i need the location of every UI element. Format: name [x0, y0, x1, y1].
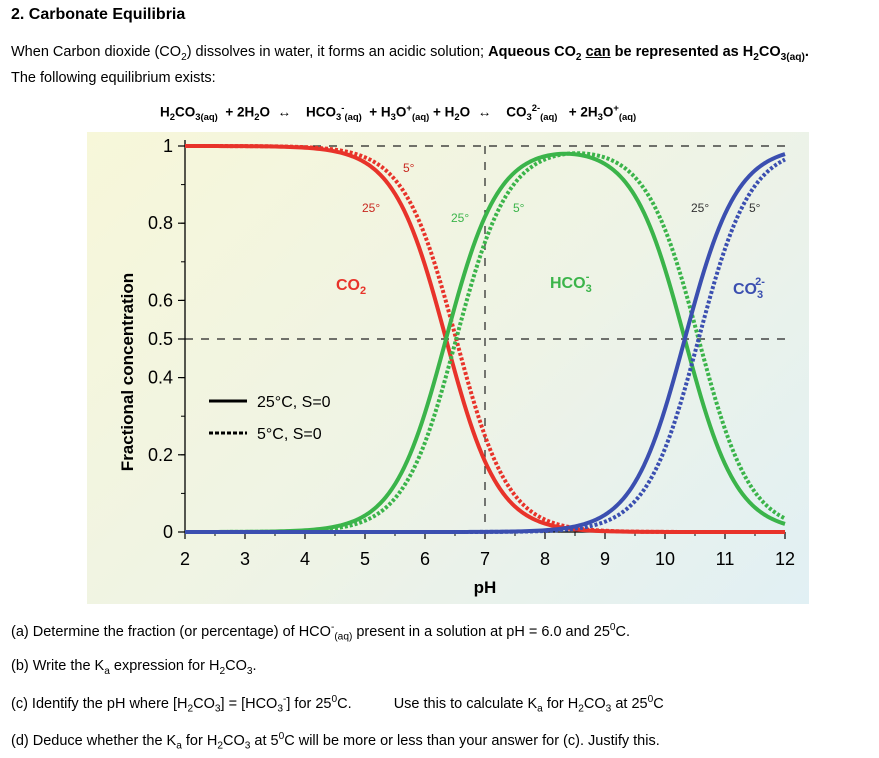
svg-text:HCO3-: HCO3-: [550, 271, 592, 295]
x-tick-label-8: 8: [540, 549, 550, 569]
question-b: (b) Write the Ka expression for H2CO3.: [11, 658, 257, 677]
chart-legend: 25°C, S=0 5°C, S=0: [209, 394, 331, 443]
intro-text: When Carbon dioxide (CO2) dissolves in w…: [11, 42, 871, 88]
x-tick-label-5: 5: [360, 549, 370, 569]
hco3-species-label: HCO3-: [550, 271, 592, 295]
series-CO2-5c: [185, 144, 785, 534]
question-c: (c) Identify the pH where [H2CO3] = [HCO…: [11, 694, 664, 715]
x-tick-label-3: 3: [240, 549, 250, 569]
page-heading: 2. Carbonate Equilibria: [11, 6, 186, 23]
x-tick-label-12: 12: [775, 549, 795, 569]
y-tick-label-0.5: 0.5: [148, 329, 173, 349]
temp-label-co2-5: 5°: [403, 161, 415, 175]
intro-line-2: The following equilibrium exists:: [11, 69, 216, 86]
x-tick-label-7: 7: [480, 549, 490, 569]
temp-label-hco3-25: 25°: [451, 211, 469, 225]
y-tick-label-1: 1: [163, 136, 173, 156]
y-tick-label-0.2: 0.2: [148, 445, 173, 465]
x-axis-label: pH: [474, 578, 497, 597]
y-tick-label-0.8: 0.8: [148, 213, 173, 233]
co2-species-label: CO2: [336, 277, 366, 297]
y-axis-label: Fractional concentration: [118, 273, 137, 471]
equilibrium-arrow-2: ↔: [477, 104, 492, 120]
x-tick-label-11: 11: [716, 549, 735, 569]
svg-text:CO32-: CO32-: [733, 276, 765, 301]
temp-label-co2-25: 25°: [362, 201, 380, 215]
x-tick-label-4: 4: [300, 549, 310, 569]
question-d: (d) Deduce whether the Ka for H2CO3 at 5…: [11, 731, 660, 752]
y-tick-label-0.6: 0.6: [148, 290, 173, 310]
y-tick-label-0.4: 0.4: [148, 368, 173, 388]
temp-label-co3-5: 5°: [749, 201, 761, 215]
temp-label-co3-25: 25°: [691, 201, 709, 215]
legend-solid-label: 25°C, S=0: [257, 394, 331, 411]
svg-text:CO2: CO2: [336, 277, 366, 297]
series-CO32-5c: [185, 157, 786, 534]
x-tick-label-2: 2: [180, 549, 190, 569]
equilibrium-arrow: ↔: [277, 104, 292, 120]
intro-line-1: When Carbon dioxide (CO2) dissolves in w…: [11, 44, 809, 63]
x-tick-label-9: 9: [600, 549, 610, 569]
temp-label-hco3-5: 5°: [513, 201, 525, 215]
question-a: (a) Determine the fraction (or percentag…: [11, 622, 631, 643]
y-tick-label-0: 0: [163, 522, 173, 542]
x-tick-label-10: 10: [655, 549, 675, 569]
speciation-chart: 2 3 4 5 6 7 8 9 10 11 12 0 0.2 0.4 0.5 0.6 0.8 1 Fraction…: [118, 136, 795, 597]
equilibrium-equation: H2CO3(aq) + 2H2O ↔ HCO3-(aq) + H3O+(aq) …: [160, 103, 637, 124]
legend-dashed-label: 5°C, S=0: [257, 426, 322, 443]
x-tick-label-6: 6: [420, 549, 430, 569]
co3-species-label: CO32-: [733, 276, 765, 301]
